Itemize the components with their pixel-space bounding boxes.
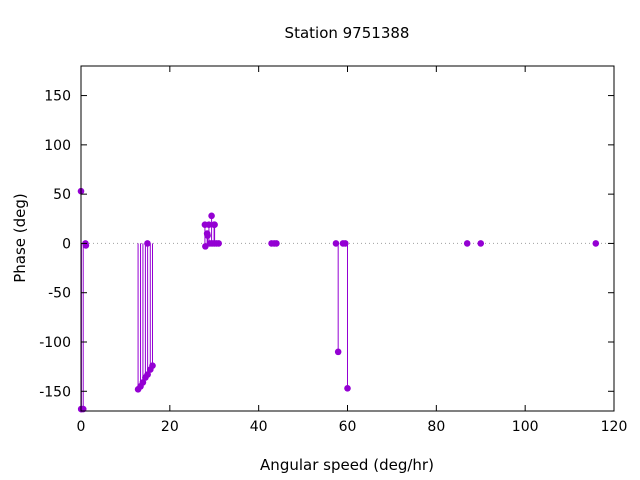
y-tick-label: 150	[44, 89, 71, 105]
data-point	[463, 240, 471, 247]
y-tick-label: -50	[48, 286, 71, 302]
data-point	[139, 379, 147, 386]
data-point	[477, 240, 485, 247]
data-point	[592, 240, 600, 247]
data-point	[334, 348, 342, 356]
chart-title: Station 9751388	[285, 24, 410, 42]
data-point	[205, 221, 213, 228]
x-tick-label: 0	[77, 419, 86, 435]
data-point	[144, 240, 151, 247]
y-tick-label: 50	[53, 187, 71, 203]
y-tick-label: 100	[44, 138, 71, 154]
y-tick-label: 0	[62, 236, 71, 252]
x-axis-title: Angular speed (deg/hr)	[260, 456, 434, 474]
x-tick-label: 40	[250, 419, 268, 435]
data-point	[215, 240, 222, 247]
x-tick-label: 120	[601, 419, 628, 435]
data-point	[273, 240, 280, 247]
data-point	[208, 212, 215, 220]
y-axis-title: Phase (deg)	[11, 193, 29, 283]
data-point	[149, 362, 156, 369]
y-tick-label: -150	[39, 384, 71, 400]
data-point	[144, 371, 151, 378]
tick-layer: 0 20 40 60 80 100 120 -150 -100 -50 0 50 100 150	[39, 66, 627, 435]
data-point	[332, 240, 340, 247]
plot-frame	[80, 65, 615, 412]
x-tick-label: 100	[512, 419, 539, 435]
x-tick-label: 80	[427, 419, 445, 435]
data-point	[211, 221, 218, 228]
data-point	[204, 232, 211, 239]
x-tick-label: 20	[161, 419, 179, 435]
data-point	[341, 240, 349, 247]
y-tick-label: -100	[39, 335, 71, 351]
data-point	[344, 385, 351, 392]
x-tick-label: 60	[339, 419, 357, 435]
